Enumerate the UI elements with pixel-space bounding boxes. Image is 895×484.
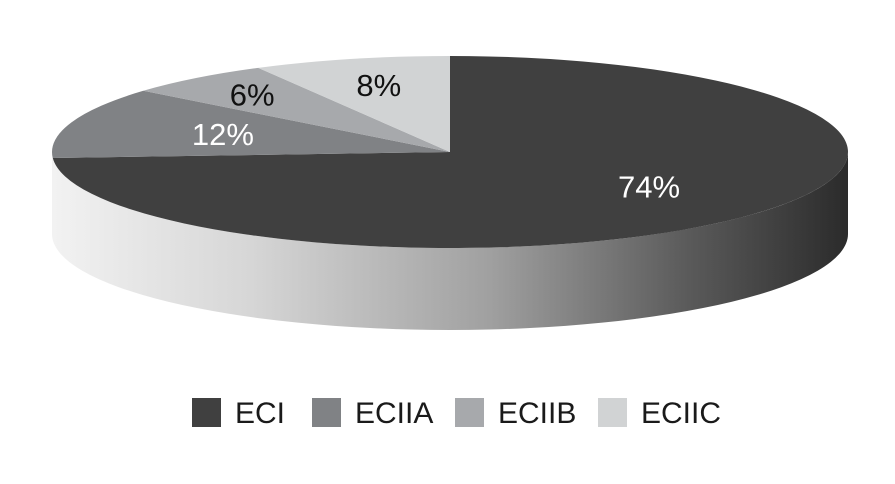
pie-slice-eciia <box>52 90 451 159</box>
legend-item-eciib: ECIIB <box>455 397 576 430</box>
data-label-eciib: 6% <box>230 77 275 112</box>
legend-item-eciia: ECIIA <box>312 397 433 430</box>
legend-label-eci: ECI <box>235 397 285 430</box>
pie-side-wall-shape <box>52 152 848 330</box>
pie-slices <box>52 56 849 248</box>
legend-swatch-eci <box>192 398 221 427</box>
legend-label-eciib: ECIIB <box>498 397 576 430</box>
legend-label-eciic: ECIIC <box>641 397 721 430</box>
legend-swatch-eciia <box>312 398 341 427</box>
legend-swatch-eciic <box>598 398 627 427</box>
data-label-eci: 74% <box>618 170 680 205</box>
pie-slice-eci <box>52 56 849 248</box>
pie-data-labels: 74% 12% 6% 8% <box>192 68 680 205</box>
legend: ECI ECIIA ECIIB ECIIC <box>192 397 721 430</box>
legend-label-eciia: ECIIA <box>355 397 433 430</box>
pie-slice-eciic <box>258 56 450 152</box>
legend-item-eci: ECI <box>192 397 285 430</box>
legend-item-eciic: ECIIC <box>598 397 721 430</box>
data-label-eciic: 8% <box>356 68 401 103</box>
pie-slice-eciib <box>143 67 450 152</box>
pie-side-wall <box>52 152 848 330</box>
legend-swatch-eciib <box>455 398 484 427</box>
data-label-eciia: 12% <box>192 117 254 152</box>
